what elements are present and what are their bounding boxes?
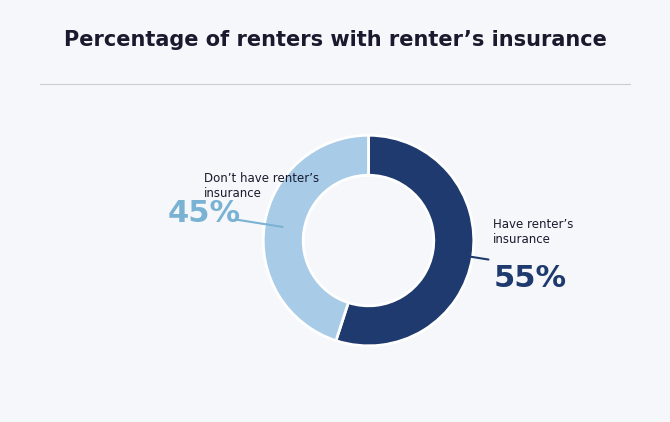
Text: Have renter’s
insurance: Have renter’s insurance <box>493 218 574 246</box>
Text: Percentage of renters with renter’s insurance: Percentage of renters with renter’s insu… <box>64 30 606 49</box>
Text: 45%: 45% <box>168 199 241 228</box>
Text: 55%: 55% <box>493 265 566 293</box>
Wedge shape <box>263 135 368 341</box>
Text: Don’t have renter’s
insurance: Don’t have renter’s insurance <box>204 172 319 200</box>
Wedge shape <box>336 135 474 346</box>
